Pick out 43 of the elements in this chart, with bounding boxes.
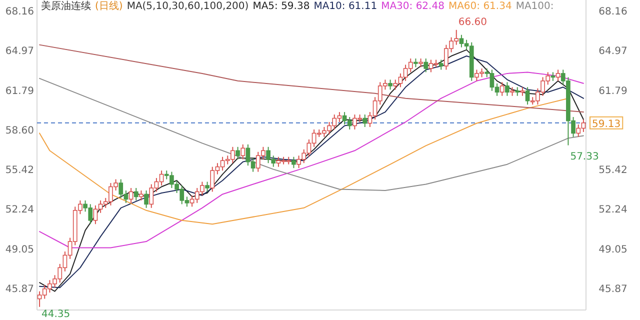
text: MA5: 59.38 bbox=[252, 1, 310, 12]
y-tick-label: 52.24 bbox=[5, 204, 34, 216]
candlestick bbox=[424, 58, 428, 73]
y-tick-label: 55.42 bbox=[5, 165, 34, 176]
candlestick bbox=[292, 156, 296, 169]
y2-tick-label: 61.79 bbox=[598, 86, 628, 97]
candlestick bbox=[362, 114, 368, 128]
y-tick-label: 68.16 bbox=[5, 6, 34, 18]
chart-title: 美原油连续 bbox=[41, 0, 91, 12]
annotation: 57.33 bbox=[570, 151, 599, 162]
candlestick bbox=[139, 190, 144, 201]
y-tick-label: 58.60 bbox=[5, 125, 34, 136]
text: MA10: 61.11 bbox=[314, 1, 378, 12]
candlestick bbox=[505, 82, 510, 96]
annotation: 44.35 bbox=[42, 309, 70, 320]
ref-line-label: 59.13 bbox=[592, 118, 621, 130]
y-tick-label: 61.79 bbox=[5, 86, 34, 97]
candlestick bbox=[205, 181, 210, 192]
y2-tick-label: 49.05 bbox=[598, 244, 628, 256]
y-tick-label: 49.05 bbox=[5, 244, 34, 256]
y2-tick-label: 64.97 bbox=[598, 46, 628, 58]
text: MA100: bbox=[516, 1, 554, 12]
candlestick bbox=[438, 59, 444, 70]
y2-tick-label: 55.42 bbox=[598, 165, 628, 176]
annotation: 66.60 bbox=[458, 16, 488, 28]
candlestick bbox=[134, 187, 138, 201]
y2-tick-label: 52.24 bbox=[598, 204, 628, 216]
text: MA60: 61.34 bbox=[448, 1, 512, 12]
chart-subtitle: (日线) bbox=[95, 0, 123, 12]
y-tick-label: 64.97 bbox=[5, 46, 34, 58]
candlestick bbox=[556, 69, 560, 82]
candlestick bbox=[500, 82, 504, 96]
candlestick bbox=[388, 79, 392, 90]
candlestick bbox=[144, 190, 148, 208]
y2-tick-label: 45.87 bbox=[598, 284, 628, 295]
y2-tick-label: 68.16 bbox=[598, 6, 628, 18]
text: MA30: 62.48 bbox=[381, 1, 444, 12]
candlestick bbox=[236, 146, 240, 160]
candlestick bbox=[525, 86, 530, 106]
candlestick bbox=[128, 187, 134, 204]
y-tick-label: 45.87 bbox=[5, 284, 34, 295]
candlestick bbox=[240, 144, 246, 160]
legend-title: MA(5,10,30,60,100,200) bbox=[126, 1, 249, 12]
